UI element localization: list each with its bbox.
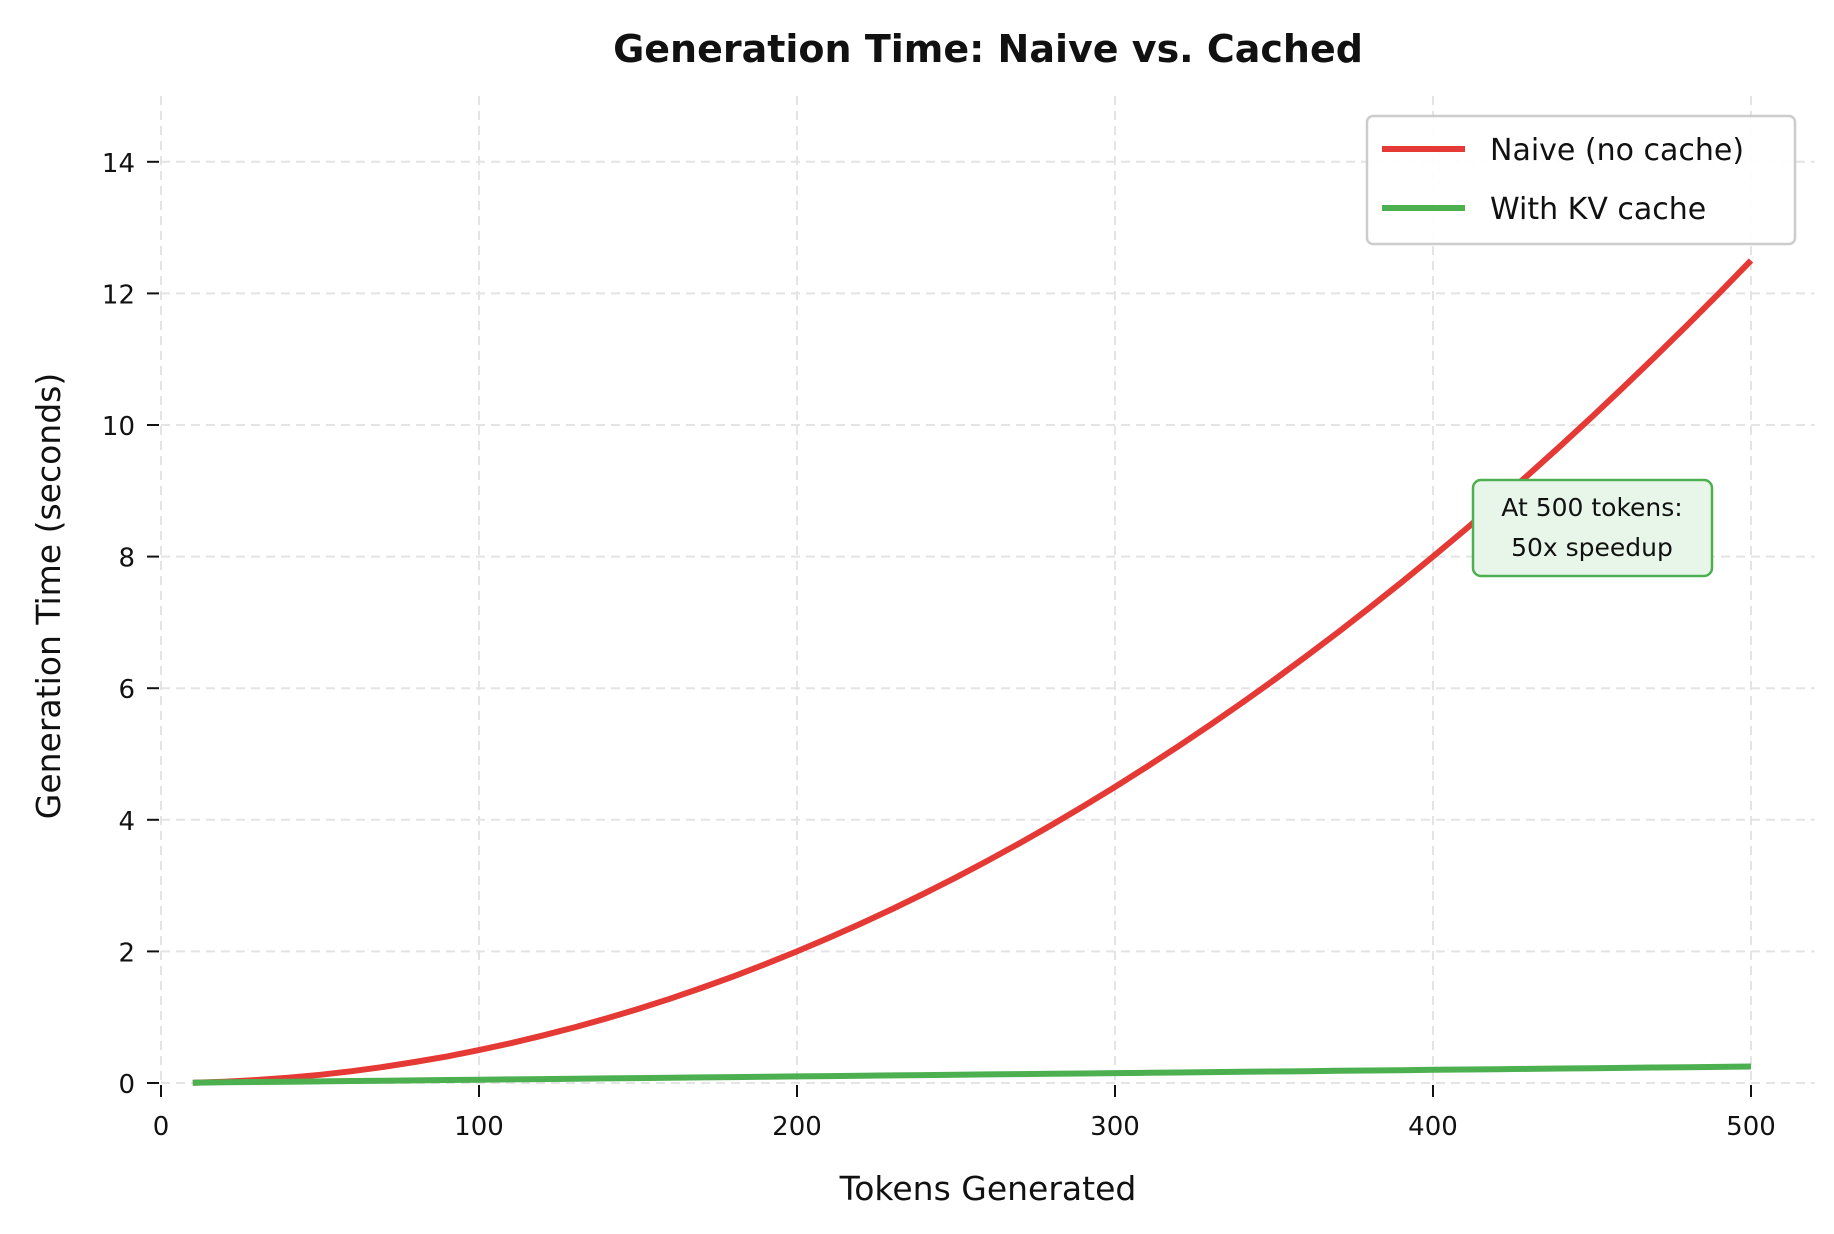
grid [160, 96, 1815, 1084]
x-tick-label: 100 [454, 1112, 504, 1142]
y-axis-label: Generation Time (seconds) [29, 373, 68, 819]
x-tick-label: 500 [1726, 1112, 1776, 1142]
annotation-line-2: 50x speedup [1511, 533, 1673, 562]
x-tick-label: 0 [153, 1112, 170, 1142]
annotation-line-1: At 500 tokens: [1501, 493, 1682, 522]
annotation-box [1471, 478, 1714, 578]
legend-box [1365, 114, 1797, 246]
y-tick-label: 2 [118, 938, 135, 968]
y-tick-label: 4 [118, 807, 135, 837]
legend-label-naive: Naive (no cache) [1490, 133, 1744, 168]
x-tick-label: 200 [772, 1112, 822, 1142]
axis-ticks: 0 100 200 300 400 500 0 2 4 6 8 10 12 14 [102, 149, 1776, 1142]
x-axis-label: Tokens Generated [839, 1169, 1137, 1208]
y-tick-label: 6 [118, 675, 135, 705]
series-line-naive [192, 258, 1754, 1086]
x-tick-label: 300 [1090, 1112, 1140, 1142]
series-lines [192, 258, 1754, 1086]
x-tick-label: 400 [1408, 1112, 1458, 1142]
y-tick-label: 8 [118, 544, 135, 574]
series-line-cached [192, 1063, 1752, 1086]
chart-title: Generation Time: Naive vs. Cached [613, 27, 1363, 71]
legend-label-cached: With KV cache [1490, 192, 1706, 227]
y-tick-label: 0 [118, 1070, 135, 1100]
y-tick-label: 10 [102, 412, 135, 442]
legend: Naive (no cache) With KV cache [1365, 114, 1797, 246]
y-tick-label: 12 [102, 280, 135, 310]
y-tick-label: 14 [102, 149, 135, 179]
annotation: At 500 tokens: 50x speedup [1471, 478, 1714, 578]
